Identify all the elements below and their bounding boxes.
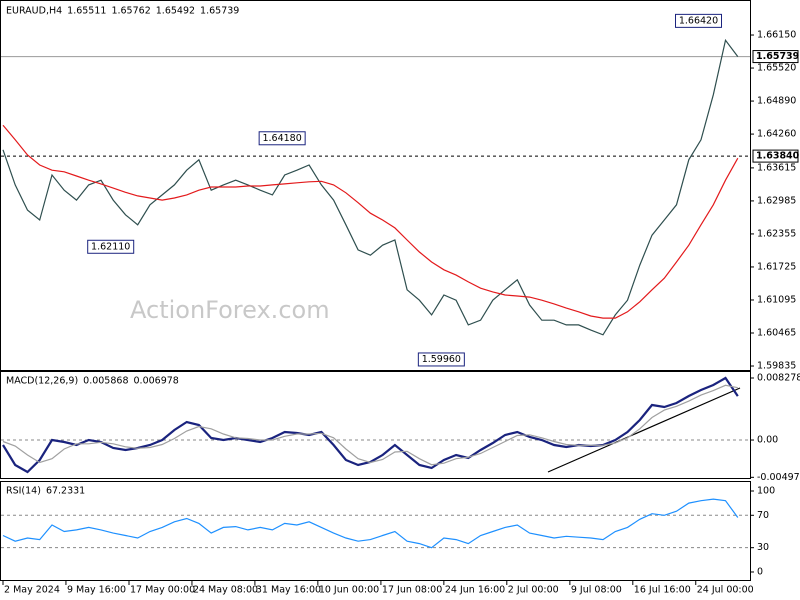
y-tick-label: 1.62355: [757, 228, 796, 239]
panel-header: RSI(14): [6, 486, 41, 497]
x-tick-label: 31 May 16:00: [256, 585, 321, 596]
price-level-box: [752, 50, 799, 64]
annotation-label: 1.64180: [262, 133, 301, 144]
y-tick-label: 1.64890: [757, 96, 796, 107]
x-tick-label: 24 May 08:00: [193, 585, 258, 596]
panel-header: 1.65492: [156, 6, 195, 17]
panel-header: MACD(12,26,9): [6, 376, 78, 387]
y-tick-label: 1.61725: [757, 261, 796, 272]
x-tick-label: 10 Jun 00:00: [319, 585, 379, 596]
y-tick-label: 1.60465: [757, 327, 796, 338]
x-tick-label: 24 Jul 00:00: [697, 585, 754, 596]
macd-frame: [0, 371, 751, 479]
panel-header: 67.2331: [46, 486, 85, 497]
y-tick-label: 1.62985: [757, 195, 796, 206]
rsi-frame: [0, 481, 751, 581]
series-line: [2, 384, 738, 466]
y-tick-label: 1.63615: [757, 162, 796, 173]
annotation-label: 1.66420: [679, 15, 718, 26]
y-tick-label: 1.64260: [757, 129, 796, 140]
y-tick-label: 1.66150: [757, 30, 796, 41]
annotation-box: [675, 13, 723, 28]
y-tick-label: 0.008278: [757, 373, 800, 384]
annotation-box: [417, 352, 465, 367]
series-line: [2, 38, 739, 336]
panel-header: 0.005868: [83, 376, 128, 387]
y-tick-label: 100: [757, 485, 775, 496]
y-tick-label: 1.61095: [757, 294, 796, 305]
y-tick-label: 70: [757, 510, 769, 521]
annotation-box: [87, 239, 135, 254]
x-tick-label: 16 Jul 16:00: [634, 585, 691, 596]
x-tick-label: 2 Jul 00:00: [508, 585, 559, 596]
x-tick-label: 9 Jul 08:00: [571, 585, 622, 596]
y-tick-label: 0: [757, 566, 763, 577]
y-tick-label: 1.65520: [757, 63, 796, 74]
trend-line: [547, 387, 741, 473]
panel-header: EURAUD,H4: [6, 6, 62, 17]
price-level-label: 1.63840: [756, 151, 800, 162]
annotation-label: 1.59960: [422, 354, 461, 365]
annotation-label: 1.62110: [91, 241, 130, 252]
y-tick-label: -0.004979: [757, 472, 800, 483]
panel-header: 1.65762: [111, 6, 150, 17]
y-tick-label: 0.00: [757, 435, 778, 446]
panel-header: 0.006978: [134, 376, 179, 387]
annotation-box: [258, 131, 306, 146]
panel-header: 1.65511: [67, 6, 106, 17]
y-tick-label: 1.59835: [757, 361, 796, 372]
x-tick-label: 17 May 00:00: [130, 585, 195, 596]
price-level-box: [752, 149, 799, 163]
watermark: ActionForex.com: [130, 296, 330, 324]
panel-header: 1.65739: [200, 6, 239, 17]
x-tick-label: 24 Jun 16:00: [445, 585, 505, 596]
price-frame: [0, 0, 751, 371]
price-level-label: 1.65739: [756, 51, 799, 62]
x-tick-label: 17 Jun 08:00: [382, 585, 442, 596]
series-line: [2, 124, 739, 319]
x-tick-label: 9 May 16:00: [67, 585, 126, 596]
series-line: [2, 498, 739, 549]
x-tick-label: 2 May 2024: [4, 585, 60, 596]
y-tick-label: 30: [757, 542, 769, 553]
